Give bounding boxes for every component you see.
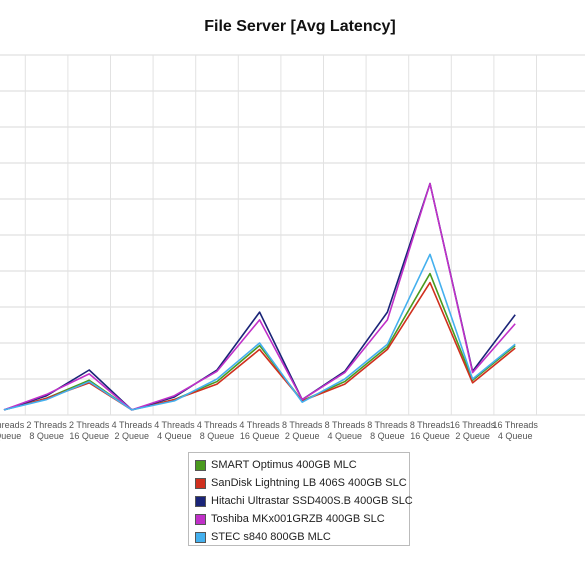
x-tick-label: 8 Threads xyxy=(325,420,366,430)
x-tick-label: 16 Queue xyxy=(410,431,450,441)
x-tick-label: 16 Threads xyxy=(493,420,539,430)
x-tick-label: 2 Threads xyxy=(0,420,25,430)
x-tick-label: 2 Queue xyxy=(285,431,320,441)
chart-title: File Server [Avg Latency] xyxy=(204,18,396,35)
legend-label: Hitachi Ultrastar SSD400S.B 400GB SLC xyxy=(211,495,413,507)
legend: SMART Optimus 400GB MLC SanDisk Lightning… xyxy=(188,452,413,546)
series-line-1 xyxy=(3,281,516,411)
series-line-3 xyxy=(3,182,516,411)
x-tick-label: 2 Queue xyxy=(455,431,490,441)
legend-item: SMART Optimus 400GB MLC xyxy=(195,456,403,474)
legend-swatch xyxy=(195,495,206,507)
x-tick-label: 2 Threads xyxy=(69,420,110,430)
x-tick-label: 2 Queue xyxy=(115,431,150,441)
x-tick-label: 8 Threads xyxy=(282,420,323,430)
x-tick-label: 4 Queue xyxy=(157,431,192,441)
x-tick-label: 16 Queue xyxy=(240,431,280,441)
x-tick-label: 4 Threads xyxy=(197,420,238,430)
x-tick-label: 4 Threads xyxy=(112,420,153,430)
x-tick-label: 8 Queue xyxy=(370,431,405,441)
x-tick-label: 2 Threads xyxy=(26,420,67,430)
x-tick-label: 4 Threads xyxy=(154,420,195,430)
x-tick-label: 16 Queue xyxy=(69,431,109,441)
x-tick-label: 16 Threads xyxy=(450,420,496,430)
grid-lines xyxy=(0,54,585,416)
x-tick-label: 8 Queue xyxy=(29,431,64,441)
x-tick-label: 2 Queue xyxy=(0,431,21,441)
legend-swatch xyxy=(195,531,206,543)
legend-label: SMART Optimus 400GB MLC xyxy=(211,459,357,471)
legend-label: SanDisk Lightning LB 406S 400GB SLC xyxy=(211,477,407,489)
x-tick-label: 4 Queue xyxy=(498,431,533,441)
x-tick-label: 4 Threads xyxy=(239,420,280,430)
x-tick-label: 4 Queue xyxy=(328,431,363,441)
legend-item: Hitachi Ultrastar SSD400S.B 400GB SLC xyxy=(195,492,413,510)
legend-swatch xyxy=(195,459,206,471)
series-line-0 xyxy=(3,272,516,411)
legend-label: Toshiba MKx001GRZB 400GB SLC xyxy=(211,513,385,525)
x-tick-label: 8 Threads xyxy=(367,420,408,430)
legend-item: SanDisk Lightning LB 406S 400GB SLC xyxy=(195,474,407,492)
legend-label: STEC s840 800GB MLC xyxy=(211,531,331,543)
legend-swatch xyxy=(195,513,206,525)
series-line-4 xyxy=(3,253,516,411)
legend-item: Toshiba MKx001GRZB 400GB SLC xyxy=(195,510,403,528)
legend-swatch xyxy=(195,477,206,489)
legend-item: STEC s840 800GB MLC xyxy=(195,528,403,546)
x-tick-label: 8 Threads xyxy=(410,420,451,430)
x-tick-label: 8 Queue xyxy=(200,431,235,441)
series-lines xyxy=(3,182,516,411)
